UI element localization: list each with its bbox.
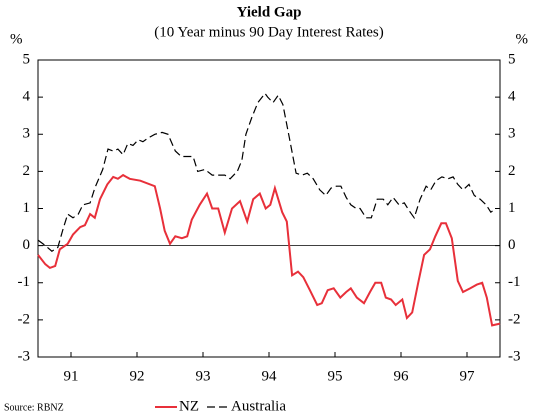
y-tick-label: -2 bbox=[18, 311, 31, 327]
y-tick-label: 2 bbox=[23, 163, 31, 179]
x-tick-label: 96 bbox=[394, 368, 410, 384]
y-tick-label: 0 bbox=[23, 237, 31, 253]
chart-subtitle: (10 Year minus 90 Day Interest Rates) bbox=[154, 24, 384, 40]
y2-tick-label: 4 bbox=[508, 89, 516, 105]
y2-tick-label: 0 bbox=[508, 237, 516, 253]
plot-frame bbox=[37, 59, 501, 358]
y-tick-label: 1 bbox=[23, 200, 31, 216]
y2-tick-label: -1 bbox=[508, 274, 521, 290]
line-series bbox=[37, 92, 497, 252]
line-series bbox=[37, 173, 501, 327]
source: Source: RBNZ bbox=[4, 402, 64, 413]
y2-tick-label: 2 bbox=[508, 163, 516, 179]
x-tick-label: 91 bbox=[64, 368, 79, 384]
y2-tick-label: 1 bbox=[508, 200, 516, 216]
x-tick-label: 92 bbox=[130, 368, 145, 384]
x-tick-label: 95 bbox=[328, 368, 343, 384]
chart-title: Yield Gap bbox=[237, 4, 302, 20]
x-tick-label: 93 bbox=[196, 368, 211, 384]
y-tick-label: 4 bbox=[23, 89, 31, 105]
legend-label: Australia bbox=[231, 398, 286, 414]
y-axis-label: % bbox=[10, 31, 23, 47]
y-tick-label: -1 bbox=[18, 274, 31, 290]
y-tick-label: 3 bbox=[23, 126, 31, 142]
y-tick-label: 5 bbox=[23, 51, 31, 67]
y2-tick-label: 5 bbox=[508, 51, 516, 67]
x-tick-label: 97 bbox=[460, 368, 476, 384]
legend-label: NZ bbox=[179, 398, 199, 414]
y2-axis-label: % bbox=[516, 31, 529, 47]
y2-tick-label: -2 bbox=[508, 311, 521, 327]
y-tick-label: -3 bbox=[18, 348, 31, 364]
y2-tick-label: 3 bbox=[508, 126, 516, 142]
x-tick-label: 94 bbox=[262, 368, 278, 384]
y2-tick-label: -3 bbox=[508, 348, 521, 364]
